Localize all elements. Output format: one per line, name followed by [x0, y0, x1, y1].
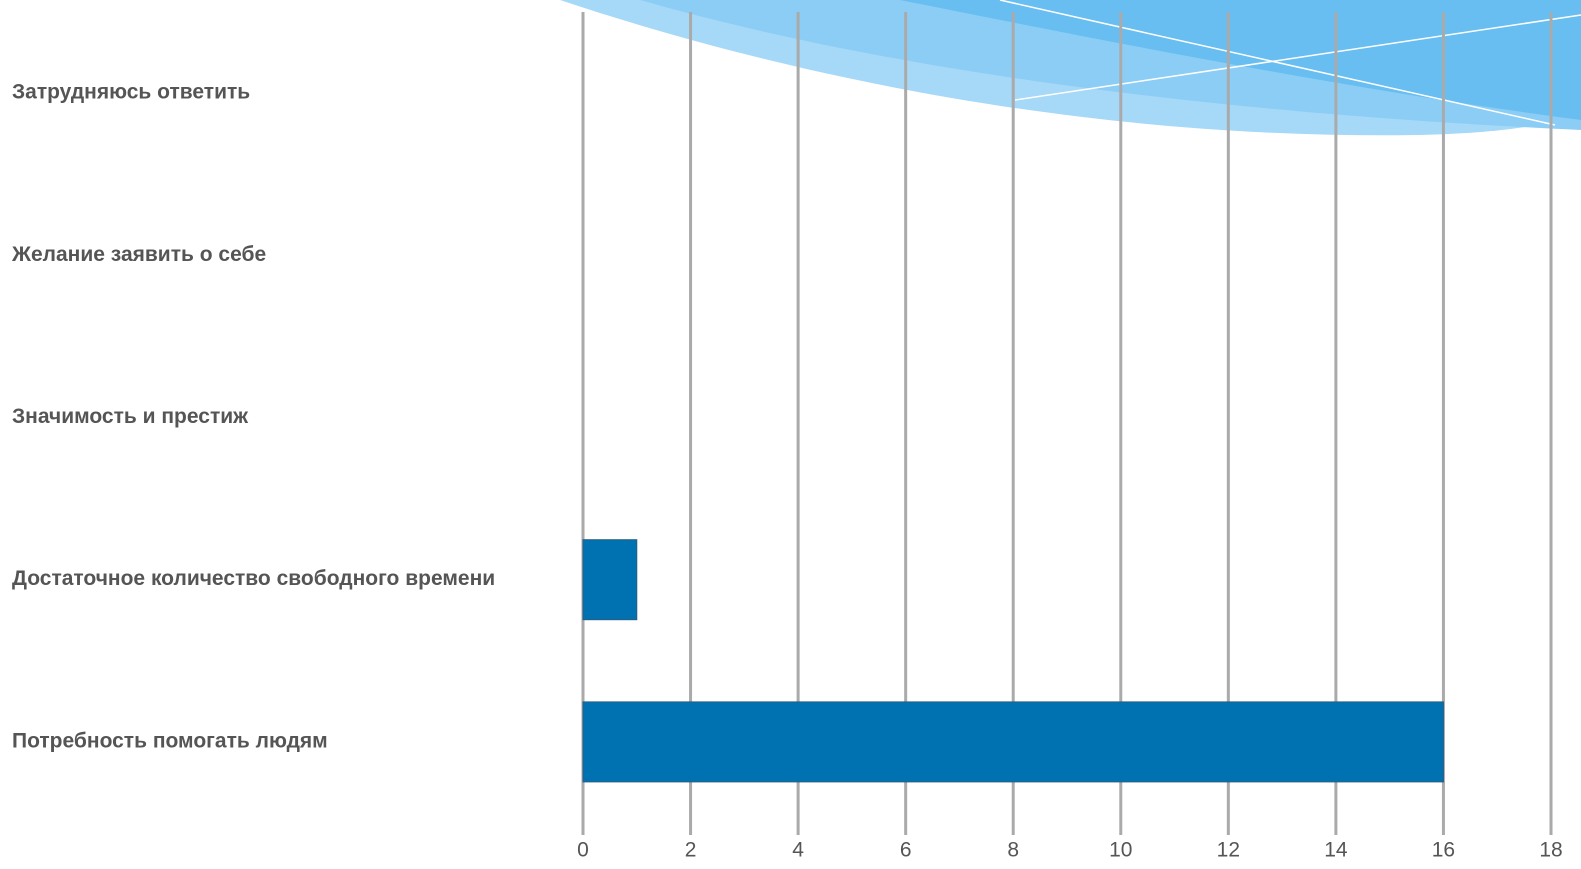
- wave-line: [1014, 14, 1581, 101]
- x-tick-label: 2: [685, 839, 697, 862]
- y-tick-label: Достаточное количество свободного времен…: [12, 567, 495, 590]
- x-tick-label: 4: [792, 839, 804, 862]
- x-tick-label: 18: [1539, 839, 1562, 862]
- y-tick-label: Значимость и престиж: [12, 405, 249, 428]
- y-tick-label: Желание заявить о себе: [11, 243, 266, 266]
- decoration: [560, 0, 1581, 136]
- bar: [582, 539, 638, 621]
- wave-line: [999, 0, 1556, 126]
- y-tick-label: Потребность помогать людям: [12, 729, 328, 752]
- wave: [900, 0, 1581, 120]
- x-tick-label: 14: [1324, 839, 1348, 862]
- x-tick-label: 8: [1007, 839, 1019, 862]
- x-tick-label: 6: [900, 839, 912, 862]
- x-tick-label: 12: [1217, 839, 1240, 862]
- x-tick-label: 10: [1109, 839, 1132, 862]
- x-tick-label: 16: [1432, 839, 1455, 862]
- bar: [582, 701, 1444, 783]
- x-tick-label: 0: [577, 839, 589, 862]
- y-tick-label: Затрудняюсь ответить: [12, 81, 250, 104]
